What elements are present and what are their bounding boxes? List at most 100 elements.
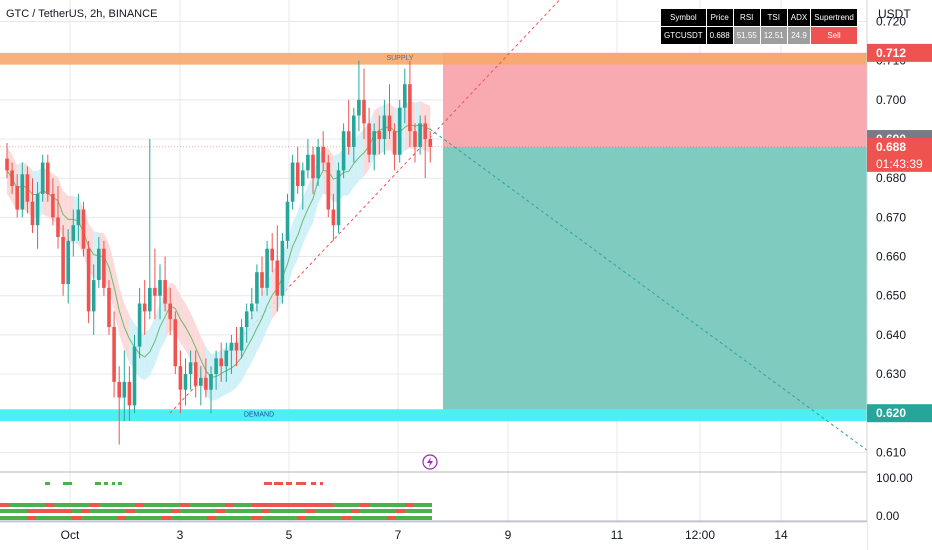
x-tick-label: 5 xyxy=(286,528,293,542)
candle xyxy=(392,123,397,171)
oscillator-tick-label: 100.00 xyxy=(876,471,913,485)
oscillator-bar xyxy=(324,509,333,513)
oscillator-bar xyxy=(333,503,342,507)
oscillator-bar xyxy=(36,503,45,507)
oscillator-bar xyxy=(351,516,360,520)
oscillator-bar xyxy=(63,509,72,513)
price-tag-last: 0.688 01:43:39 xyxy=(867,137,932,172)
oscillator-bar xyxy=(243,509,252,513)
candle-body xyxy=(377,131,382,140)
candle-body xyxy=(408,84,412,132)
signal-dot xyxy=(274,482,283,485)
oscillator-bar xyxy=(378,516,387,520)
candle xyxy=(40,154,45,202)
price-axis xyxy=(867,0,932,550)
candle xyxy=(5,142,9,179)
candle-body xyxy=(168,303,172,320)
candle-body xyxy=(112,327,116,382)
oscillator-bar xyxy=(342,509,351,513)
oscillator-bar xyxy=(288,509,297,513)
oscillator-bar xyxy=(234,509,243,513)
y-tick-label: 0.670 xyxy=(876,210,906,224)
candle xyxy=(352,107,356,163)
candle-body xyxy=(403,84,407,108)
candle xyxy=(413,123,417,163)
oscillator-bar xyxy=(81,503,90,507)
oscillator-bar xyxy=(90,516,99,520)
candle-body xyxy=(158,280,162,296)
candle-body xyxy=(392,131,397,155)
candle xyxy=(224,342,229,382)
oscillator-bar xyxy=(405,503,414,507)
signal-dot xyxy=(95,482,101,485)
lightning-icon[interactable] xyxy=(422,454,438,470)
candle-body xyxy=(321,146,325,163)
oscillator-bar xyxy=(171,516,180,520)
oscillator-bar xyxy=(72,509,81,513)
price-tag-last-text: 0.688 xyxy=(876,140,906,154)
oscillator-bar xyxy=(225,516,234,520)
oscillator-bar xyxy=(18,516,27,520)
candle-body xyxy=(357,99,361,116)
candle xyxy=(30,178,35,234)
oscillator-bar xyxy=(117,509,126,513)
candle xyxy=(331,193,336,241)
oscillator-bar xyxy=(423,516,432,520)
oscillator-bar xyxy=(405,516,414,520)
oscillator-bar xyxy=(207,516,216,520)
oscillator-bar xyxy=(108,509,117,513)
x-tick-label: 14 xyxy=(774,528,788,542)
cell-supertrend: Sell xyxy=(810,26,858,45)
cell-symbol: GTCUSDT xyxy=(660,26,707,45)
oscillator-bar xyxy=(234,503,243,507)
oscillator-bar xyxy=(18,509,27,513)
oscillator-bar xyxy=(207,509,216,513)
oscillator-bar xyxy=(405,509,414,513)
oscillator-pane xyxy=(0,482,432,520)
signal-dot xyxy=(104,482,108,485)
candle-body xyxy=(56,217,60,237)
oscillator-bar xyxy=(189,516,198,520)
oscillator-bar xyxy=(288,503,297,507)
col-rsi: RSI xyxy=(732,8,761,27)
candle-body xyxy=(97,248,101,281)
candle-body xyxy=(5,158,9,171)
supply-label: SUPPLY xyxy=(386,55,413,62)
candle xyxy=(102,240,106,296)
oscillator-bar xyxy=(117,503,126,507)
price-tag-upper-text: 0.712 xyxy=(876,46,906,60)
candle xyxy=(285,193,290,249)
price-tag-lower: 0.620 xyxy=(867,404,932,423)
candle-body xyxy=(25,174,30,202)
candle xyxy=(142,280,147,335)
candle xyxy=(214,350,218,390)
currency-selector[interactable]: USDT xyxy=(878,7,911,21)
candle-body xyxy=(219,358,223,367)
stop-loss-zone xyxy=(443,52,867,147)
signal-dot xyxy=(320,482,323,485)
oscillator-bar xyxy=(162,509,171,513)
candle-body xyxy=(367,123,371,155)
signal-dot xyxy=(118,482,122,485)
candle xyxy=(260,256,264,296)
col-adx: ADX xyxy=(786,8,812,27)
candle-body xyxy=(20,174,25,210)
candle xyxy=(51,178,55,226)
oscillator-bar xyxy=(252,503,261,507)
candle-body xyxy=(295,162,300,187)
candle-body xyxy=(418,123,422,147)
oscillator-bar xyxy=(324,503,333,507)
candle-body xyxy=(148,287,152,312)
candle xyxy=(10,162,14,194)
oscillator-bar xyxy=(63,516,72,520)
candle-body xyxy=(178,366,183,390)
candle xyxy=(244,303,249,343)
candle-body xyxy=(255,272,259,304)
oscillator-bar xyxy=(99,503,108,507)
oscillator-bar xyxy=(81,516,90,520)
oscillator-bar xyxy=(342,516,351,520)
oscillator-bar xyxy=(252,516,261,520)
oscillator-bar xyxy=(81,509,90,513)
candle xyxy=(91,264,96,335)
